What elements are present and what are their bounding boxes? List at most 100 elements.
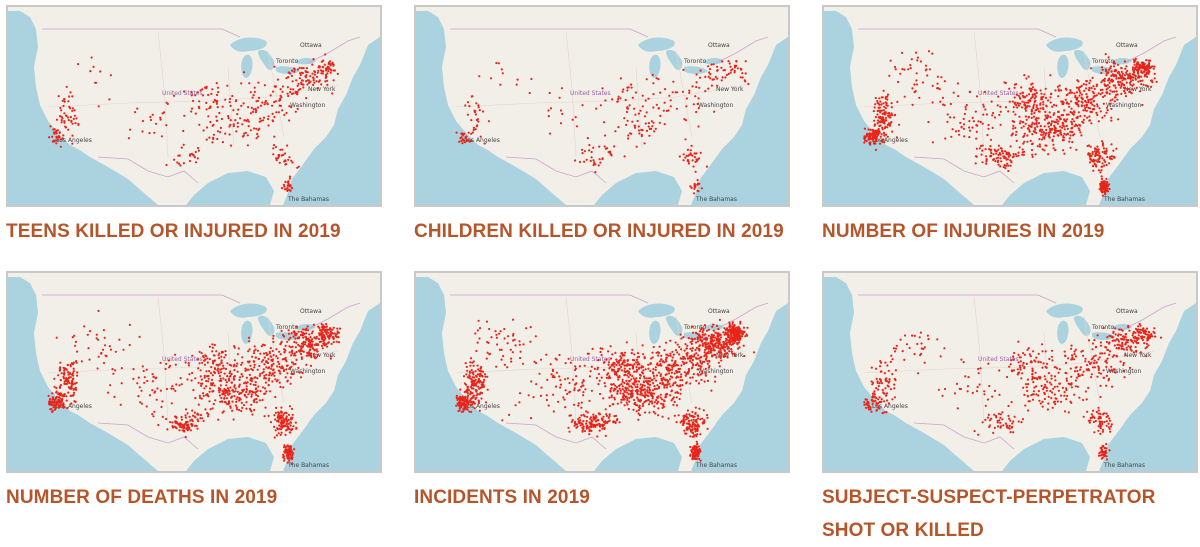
incident-point — [693, 355, 696, 358]
incident-point — [252, 383, 255, 386]
incident-point — [273, 436, 276, 439]
incident-point — [1144, 65, 1147, 68]
map-thumbnail-children[interactable]: Ottawa Toronto New York Washington United St… — [414, 5, 790, 207]
incident-point — [637, 129, 641, 132]
incident-point — [1005, 153, 1008, 156]
incident-point — [894, 113, 897, 116]
incident-point — [278, 424, 281, 427]
incident-point — [277, 419, 280, 422]
incident-point — [607, 363, 610, 366]
incident-point — [1090, 67, 1093, 70]
incident-point — [1105, 74, 1108, 77]
incident-point — [1027, 75, 1030, 78]
incident-point — [257, 357, 261, 360]
incident-point — [1034, 109, 1037, 112]
incident-point — [50, 401, 53, 405]
incident-point — [728, 62, 731, 65]
map-card: Ottawa Toronto New York Washington United St… — [6, 5, 382, 248]
incident-point — [1024, 107, 1027, 110]
incident-point — [602, 361, 605, 364]
incident-point — [472, 126, 475, 129]
map-thumbnail-incidents[interactable]: Ottawa Toronto New York Washington United St… — [414, 271, 790, 473]
incident-point — [242, 102, 245, 105]
incident-point — [54, 398, 57, 401]
incident-point — [213, 384, 216, 387]
incident-point — [651, 73, 654, 76]
map-thumbnail-injuries[interactable]: Ottawa Toronto New York Washington United St… — [822, 5, 1198, 207]
incident-point — [253, 86, 256, 89]
incident-point — [223, 372, 226, 375]
incident-point — [1019, 92, 1022, 95]
incident-point — [190, 107, 194, 110]
map-caption[interactable]: NUMBER OF DEATHS IN 2019 — [6, 487, 278, 508]
incident-point — [247, 368, 250, 371]
incident-point — [1042, 103, 1045, 106]
incident-point — [198, 362, 201, 365]
incident-point — [202, 419, 205, 423]
incident-point — [1035, 104, 1038, 107]
incident-point — [1108, 85, 1111, 88]
incident-point — [259, 104, 263, 107]
incident-point — [1105, 88, 1108, 91]
incident-point — [290, 418, 293, 421]
incident-point — [301, 79, 304, 82]
incident-point — [623, 155, 626, 158]
incident-point — [161, 400, 164, 403]
incident-point — [903, 95, 906, 98]
incident-point — [1066, 133, 1069, 136]
incident-point — [138, 335, 141, 338]
incident-point — [1091, 76, 1094, 79]
incident-point — [70, 402, 73, 405]
incident-point — [869, 137, 872, 140]
incident-point — [637, 412, 640, 415]
incident-point — [698, 457, 701, 460]
incident-point — [467, 131, 470, 134]
incident-point — [1105, 84, 1108, 87]
incident-point — [54, 406, 57, 409]
incident-point — [727, 60, 730, 63]
incident-point — [1001, 152, 1005, 155]
incident-point — [246, 118, 249, 121]
incident-point — [983, 90, 986, 93]
incident-point — [462, 375, 466, 378]
map-caption[interactable]: CHILDREN KILLED OR INJURED IN 2019 — [414, 221, 784, 242]
incident-point — [694, 95, 697, 98]
incident-point — [733, 66, 737, 69]
incident-point — [216, 93, 219, 97]
map-thumbnail-deaths[interactable]: Ottawa Toronto New York Washington United St… — [6, 271, 382, 473]
incident-point — [99, 70, 102, 73]
incident-point — [1042, 100, 1045, 104]
incident-point — [287, 71, 290, 74]
incident-point — [968, 129, 972, 132]
incident-point — [672, 382, 675, 385]
incident-point — [1013, 120, 1016, 123]
incident-point — [219, 384, 222, 387]
incident-point — [697, 374, 700, 377]
incident-point — [1101, 157, 1104, 160]
incident-point — [228, 125, 231, 128]
incident-point — [1134, 66, 1137, 69]
map-thumbnail-teens[interactable]: Ottawa Toronto New York Washington United St… — [6, 5, 382, 207]
incident-point — [244, 367, 247, 370]
incident-point — [235, 400, 238, 403]
incident-point — [1117, 118, 1120, 121]
incident-point — [313, 336, 316, 339]
incident-point — [476, 118, 479, 121]
incident-point — [51, 400, 54, 403]
incident-point — [60, 138, 63, 141]
incident-point — [931, 84, 934, 87]
incident-point — [254, 376, 257, 379]
map-caption[interactable]: NUMBER OF INJURIES IN 2019 — [822, 221, 1105, 242]
incident-point — [1072, 120, 1076, 123]
incident-point — [700, 365, 703, 368]
incident-point — [188, 415, 191, 418]
incident-point — [614, 388, 617, 391]
incident-point — [249, 382, 252, 386]
incident-point — [692, 373, 695, 376]
incident-point — [993, 148, 996, 151]
incident-point — [697, 190, 700, 193]
map-caption[interactable]: TEENS KILLED OR INJURED IN 2019 — [6, 221, 341, 242]
incident-points — [863, 50, 1158, 197]
incident-point — [283, 450, 286, 453]
incident-point — [247, 393, 250, 396]
